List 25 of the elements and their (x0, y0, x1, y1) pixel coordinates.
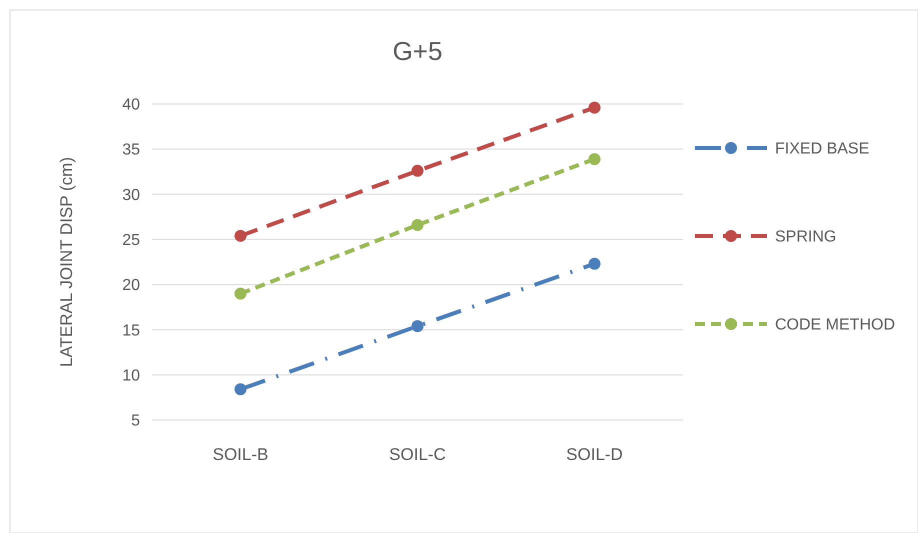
point (412, 164, 424, 177)
point (588, 258, 600, 270)
point (412, 320, 424, 332)
point (234, 383, 246, 396)
x-tick-label: SOIL-D (566, 445, 623, 464)
point (234, 230, 246, 242)
legend-label: CODE METHOD (775, 316, 895, 334)
y-tick-label: 40 (122, 96, 140, 114)
legend-label: FIXED BASE (775, 140, 870, 158)
y-tick-label: 5 (131, 412, 140, 430)
x-tick-label: SOIL-C (389, 445, 446, 464)
point (588, 102, 600, 114)
y-tick-label: 10 (122, 367, 140, 384)
point (588, 153, 600, 166)
point (412, 218, 424, 231)
y-axis-title: LATERAL JOINT DISP (cm) (57, 156, 76, 368)
y-tick-label: 30 (122, 186, 140, 204)
chart-title: G+5 (392, 36, 442, 66)
x-tick-label: SOIL-B (212, 445, 268, 464)
y-tick-label: 15 (122, 322, 140, 340)
point (234, 288, 246, 300)
y-tick-label: 35 (122, 142, 140, 159)
legend-label: SPRING (775, 228, 836, 246)
y-tick-label: 25 (122, 232, 140, 250)
y-tick-label: 20 (122, 277, 140, 294)
